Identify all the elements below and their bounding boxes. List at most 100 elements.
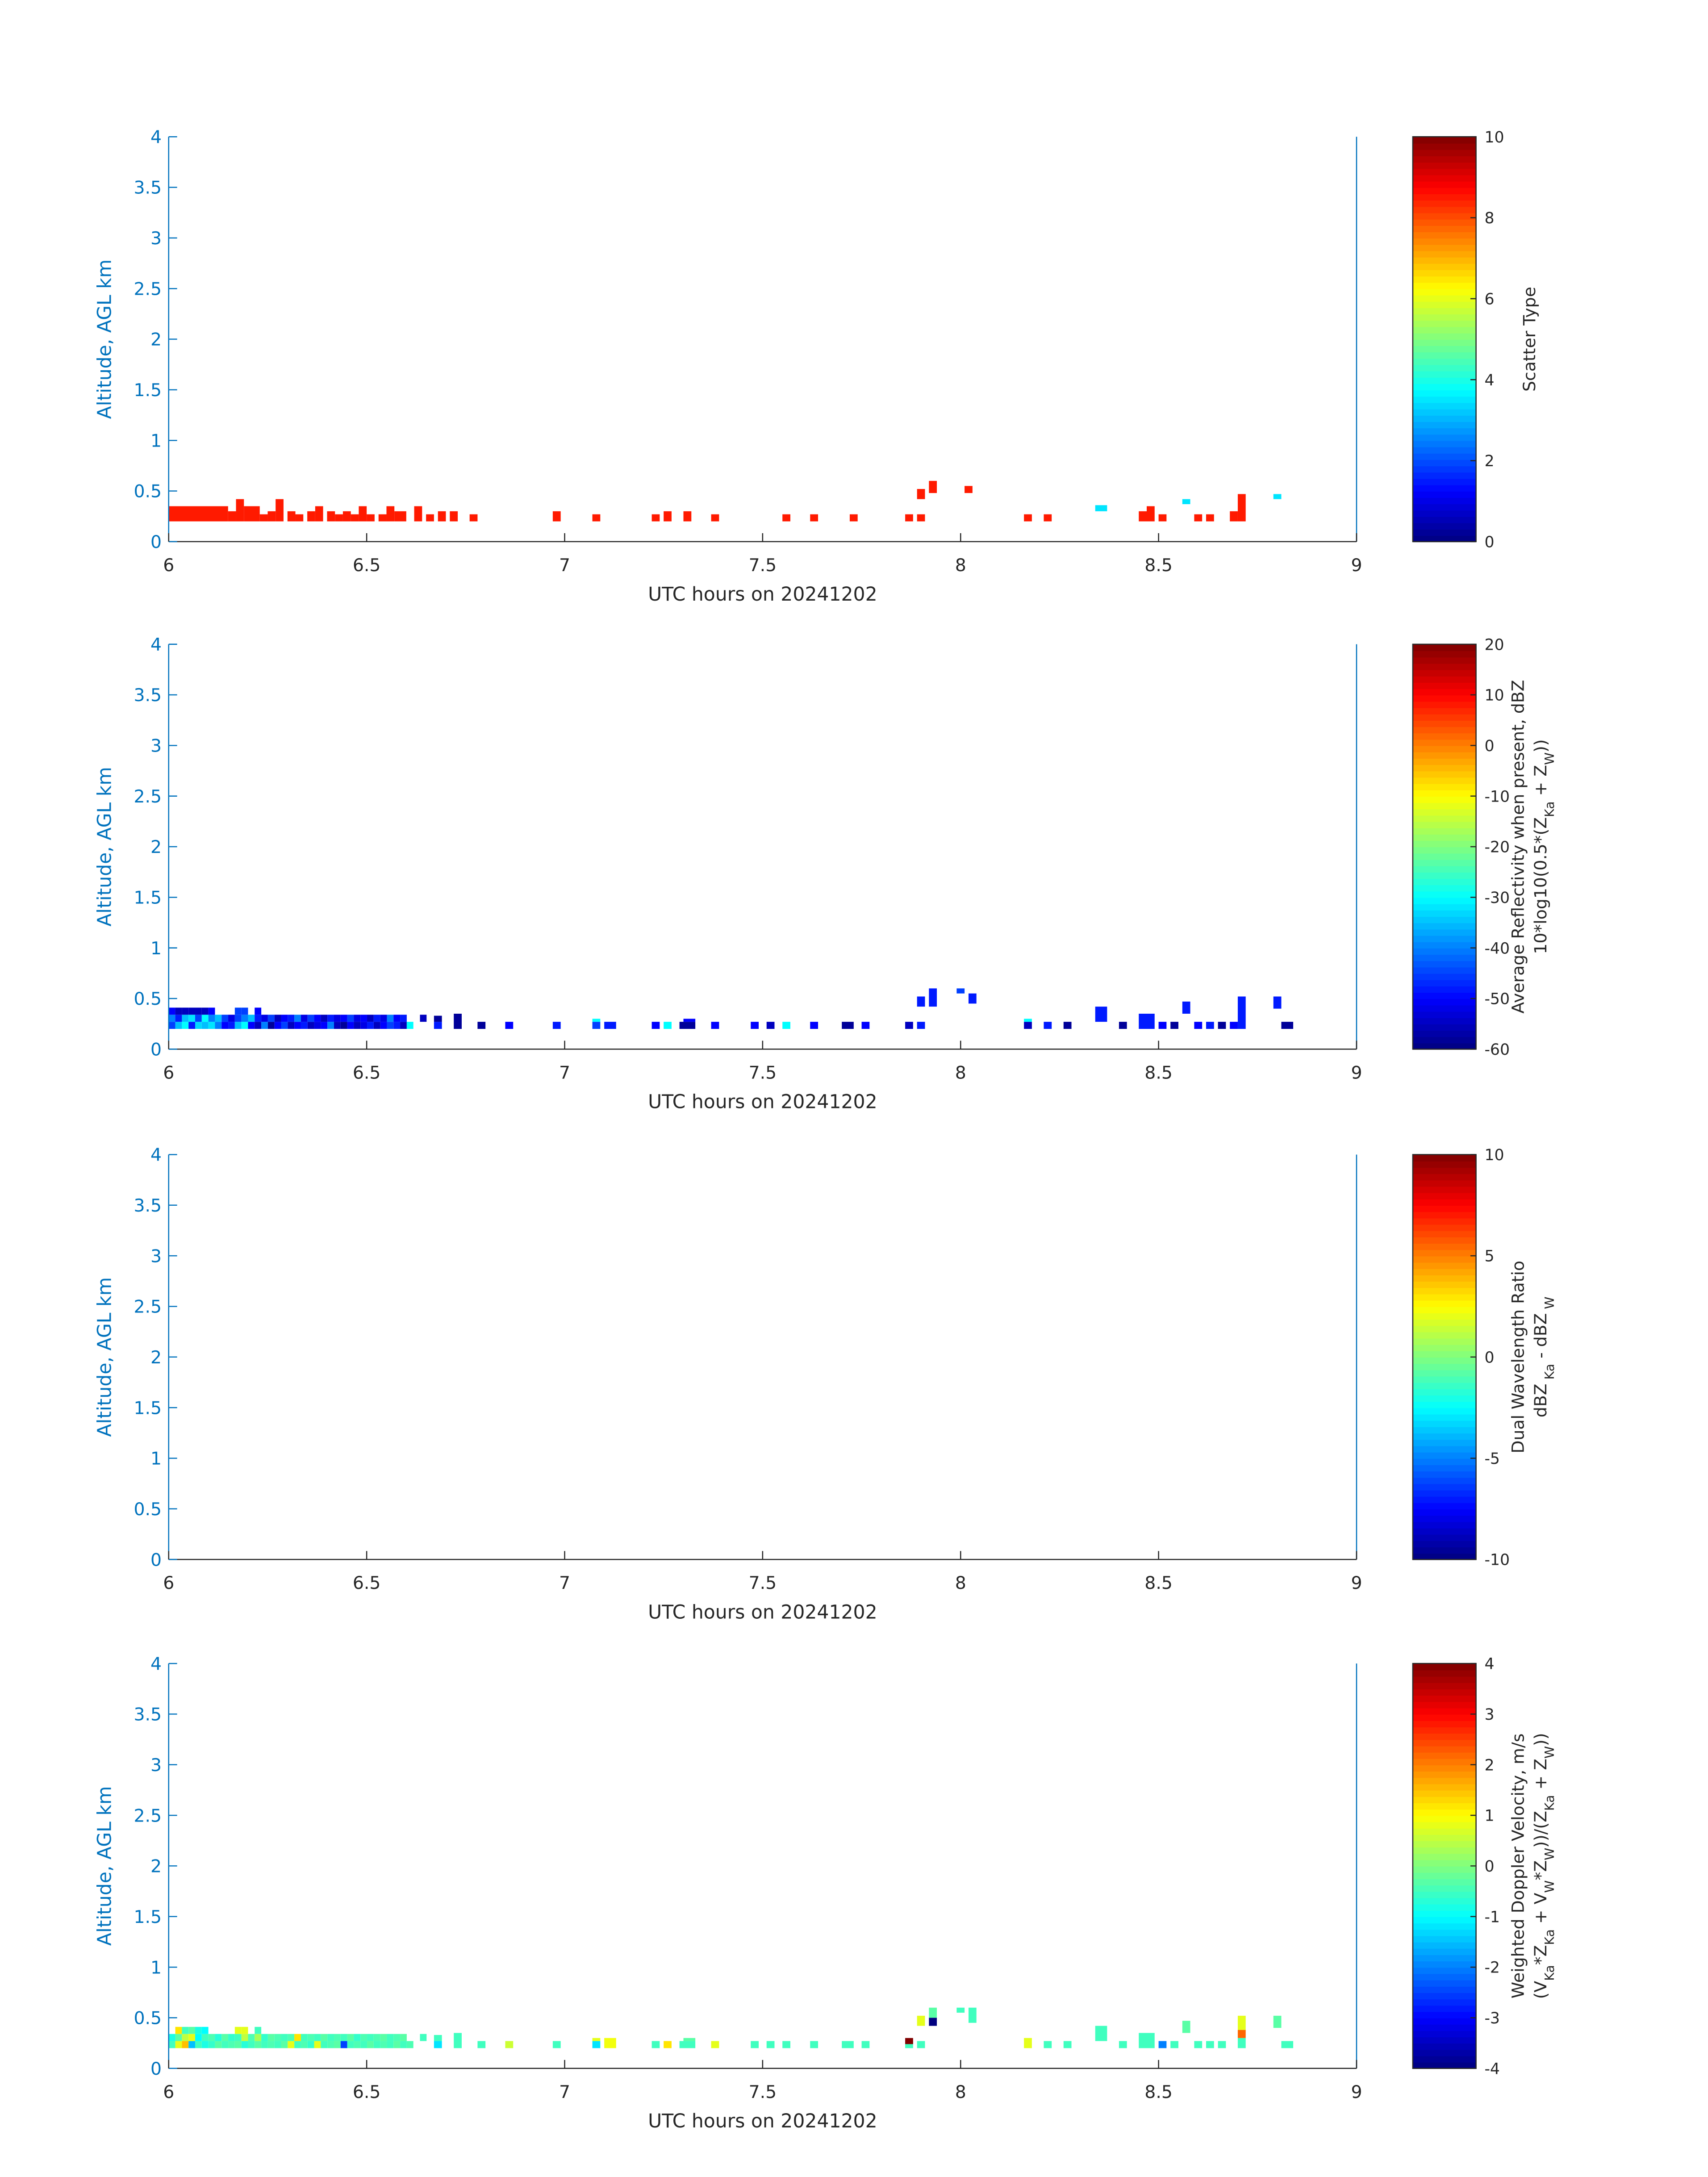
colorbar-label-subscript: W [1542,1296,1557,1313]
heatmap-cell [1044,2041,1052,2048]
heatmap-cell [1170,2041,1178,2048]
heatmap-cell [288,1015,295,1022]
heatmap-cell [1044,514,1052,522]
heatmap-cell [221,1022,229,1029]
colorbar-segment [1412,878,1476,886]
colorbar-label-subscript: Ka [1542,1965,1557,1981]
heatmap-cell [215,2041,222,2048]
colorbar-segment [1412,701,1476,708]
heatmap-cell [215,2034,222,2041]
y-tick-label: 1.5 [134,888,162,908]
colorbar-segment [1412,1986,1476,1993]
y-tick-label: 1 [150,938,162,959]
colorbar-segment [1412,1237,1476,1244]
heatmap-cell [1158,1022,1167,1029]
colorbar-segment [1412,1508,1476,1516]
colorbar-segment [1412,929,1476,936]
x-tick-label: 7.5 [749,1573,777,1593]
colorbar-segment [1412,771,1476,778]
y-axis-label: Altitude, AGL km [94,259,116,419]
heatmap-cell [314,2034,321,2041]
heatmap-cell [259,514,268,522]
heatmap-cell [552,1022,561,1029]
heatmap-cell [215,1015,222,1022]
colorbar-segment [1412,821,1476,828]
colorbar-tick-label: -50 [1484,990,1510,1008]
heatmap-cell [1206,1022,1214,1029]
colorbar-segment [1412,1752,1476,1759]
colorbar-segment [1412,472,1476,479]
colorbar-segment [1412,758,1476,765]
heatmap-cell [274,1022,281,1029]
colorbar-segment [1412,676,1476,683]
x-tick-label: 8.5 [1144,1573,1173,1593]
colorbar-label-subscript: Ka [1542,801,1557,817]
heatmap-cell [314,1022,321,1029]
colorbar-segment [1412,231,1476,239]
heatmap-cell [679,1022,696,1029]
y-tick-label: 1 [150,430,162,451]
heatmap-cell [387,1022,394,1029]
heatmap-cell [968,2007,977,2023]
heatmap-cell [228,1022,235,1029]
colorbar-segment [1412,1822,1476,1829]
colorbar-segment [1412,1205,1476,1212]
heatmap-cell [387,2041,394,2048]
colorbar-segment [1412,910,1476,917]
heatmap-cell [201,1015,209,1022]
colorbar-label-subscript: Ka [1542,1364,1557,1383]
panel-4: 0 0.5 1 1.5 2 2.5 3 3.5 4 6 6.5 7 7.5 8 8.5 9 UTC hours … [94,1654,1557,2132]
colorbar-segment [1412,326,1476,334]
colorbar-segment [1412,1885,1476,1892]
colorbar-label-text: Weighted Doppler Velocity, m/s [1508,1734,1528,1999]
heatmap-cells [168,2007,1294,2048]
heatmap-cell [175,2034,182,2041]
colorbar-segment [1412,1268,1476,1275]
heatmap-cell [359,506,367,522]
colorbar-segment [1412,1224,1476,1231]
colorbar-segment [1412,1036,1476,1044]
heatmap-cell [335,514,343,522]
heatmap-cell [221,1015,229,1022]
heatmap-cell [373,2034,380,2041]
heatmap-cell [917,2041,925,2048]
colorbar-segment [1412,1199,1476,1206]
heatmap-cell [255,2027,262,2034]
heatmap-cell [1095,2026,1107,2041]
colorbar-segment [1412,503,1476,511]
colorbar-segment [1412,155,1476,163]
heatmap-cell [394,511,406,522]
y-tick-label: 0.5 [134,989,162,1009]
colorbar-segment [1412,522,1476,530]
colorbar-segment [1412,1859,1476,1867]
heatmap-cell [168,2041,175,2048]
heatmap-cell [234,2041,242,2048]
heatmap-cell [288,2041,295,2048]
heatmap-cell [241,2041,248,2048]
colorbar-segment [1412,2043,1476,2050]
heatmap-cell [1230,1022,1238,1029]
heatmap-cell [255,1015,262,1022]
colorbar-segment [1412,1274,1476,1282]
heatmap-cell [342,511,351,522]
colorbar-segment [1412,853,1476,860]
heatmap-cell [175,2041,182,2048]
heatmap-cell [751,1022,759,1029]
heatmap-cell [188,2027,196,2034]
colorbar-segment [1412,1154,1476,1162]
colorbar-segment [1412,903,1476,911]
x-tick-label: 8 [955,2082,966,2102]
y-tick-label: 1.5 [134,1398,162,1418]
heatmap-cell [255,1007,262,1015]
colorbar-tick-label: -1 [1484,1908,1500,1926]
heatmap-cell [1024,514,1032,522]
heatmap-cell [321,2041,328,2048]
heatmap-cell [188,2041,196,2048]
colorbar-segment [1412,1973,1476,1981]
colorbar-segment [1412,453,1476,460]
colorbar-segment [1412,688,1476,696]
colorbar-segment [1412,682,1476,689]
heatmap-cell [842,1022,854,1029]
colorbar-segment [1412,313,1476,321]
colorbar-tick-label: 4 [1484,372,1494,389]
